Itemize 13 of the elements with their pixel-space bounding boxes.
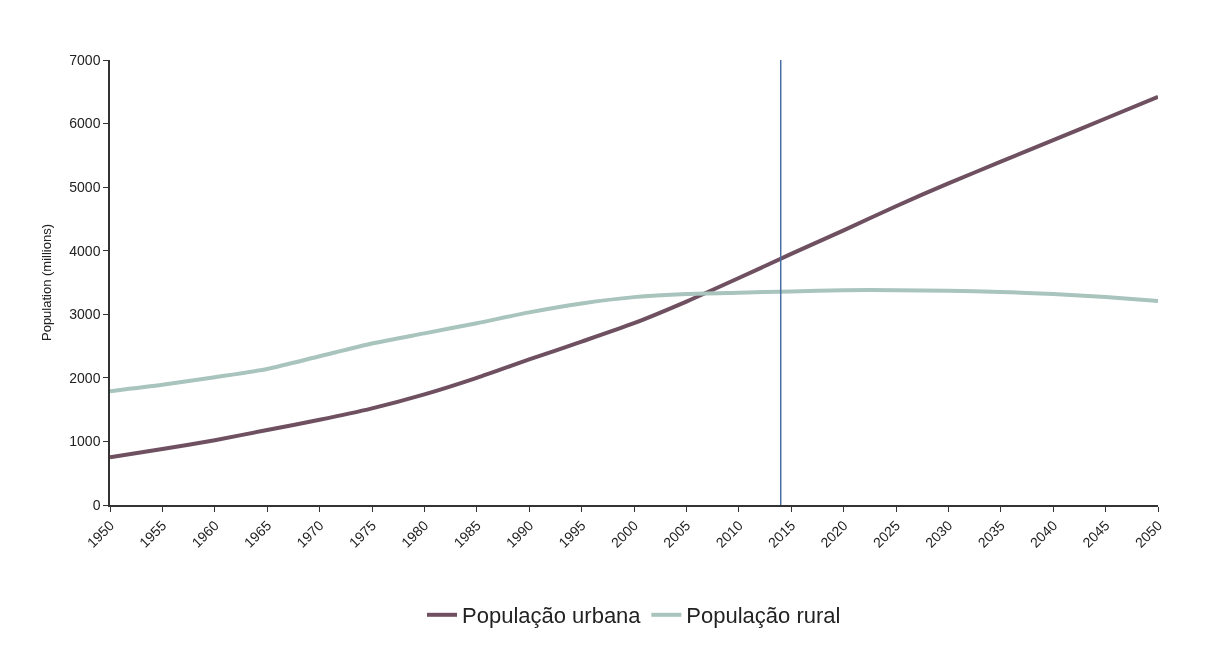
- y-tick-label: 2000: [69, 369, 101, 386]
- y-tick-label: 6000: [69, 115, 101, 132]
- y-tick-label: 0: [92, 496, 101, 513]
- line-series: [110, 288, 1158, 394]
- y-axis-title: Population (millions): [38, 223, 54, 342]
- legend-label: População rural: [686, 603, 841, 629]
- y-tick-label: 7000: [69, 51, 101, 68]
- y-tick-label: 5000: [69, 179, 101, 196]
- y-tick-label: 4000: [69, 242, 101, 259]
- legend-label: População urbana: [462, 603, 642, 629]
- y-tick-label: 1000: [69, 433, 101, 450]
- y-tick-label: 3000: [69, 306, 101, 323]
- line-series: [110, 94, 1158, 460]
